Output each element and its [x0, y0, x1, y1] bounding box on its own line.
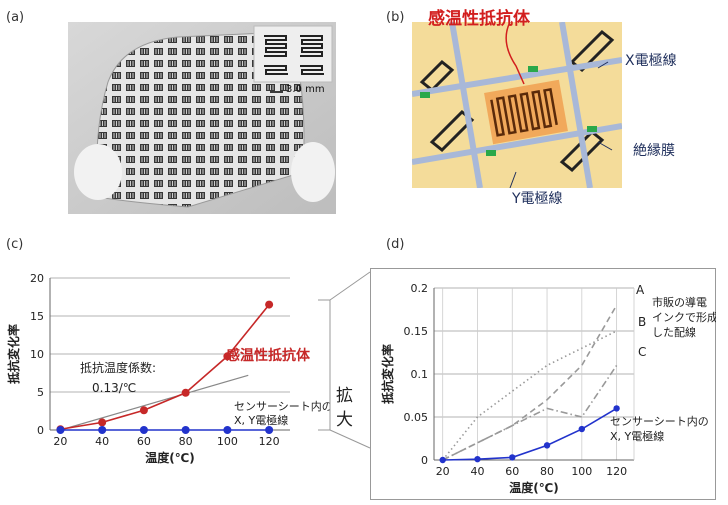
data-point	[139, 406, 148, 415]
commercial-label-3: した配線	[652, 325, 696, 339]
data-point	[98, 426, 107, 434]
series-label-a: A	[636, 283, 645, 297]
x-tick-label: 80	[179, 435, 193, 448]
data-point	[474, 455, 481, 463]
y-tick-label: 0	[37, 424, 44, 437]
data-point	[98, 418, 107, 427]
y-tick-label: 0	[421, 454, 428, 467]
data-point	[543, 442, 551, 449]
coefficient-label: 抵抗温度係数:	[80, 360, 156, 375]
sensor-structure-illustration	[411, 21, 623, 189]
panel-label-d: (d)	[386, 237, 405, 252]
series-line-1	[442, 330, 617, 461]
chart-d-frame	[370, 268, 716, 500]
coefficient-value: 0.13/℃	[92, 381, 136, 395]
series-line-0	[60, 304, 270, 431]
x-tick-label: 100	[571, 465, 592, 478]
x-tick-label: 100	[217, 435, 238, 448]
panel-label-b: (b)	[386, 10, 405, 25]
x-axis-label: 温度(℃)	[509, 480, 559, 495]
y-tick-label: 0.15	[404, 325, 429, 338]
electrode-series-label-2: X, Y電極線	[610, 429, 664, 443]
data-point	[223, 352, 232, 361]
y-tick-label: 15	[30, 310, 44, 323]
sensor-sheet-illustration	[68, 22, 336, 214]
electrode-series-label-2: X, Y電極線	[234, 413, 288, 427]
y-tick-label: 0.05	[404, 411, 429, 424]
expand-label: 拡 大	[336, 386, 353, 430]
resistor-title: 感温性抵抗体	[428, 9, 530, 29]
commercial-label-1: 市販の導電	[652, 295, 707, 309]
x-tick-label: 60	[505, 465, 519, 478]
y-tick-label: 20	[30, 272, 44, 285]
series-line-2	[442, 364, 618, 461]
electrode-series-label-1: センサーシート内の	[234, 399, 330, 413]
y-tick-label: 10	[30, 348, 44, 361]
y-tick-label: 5	[37, 386, 44, 399]
x-tick-label: 80	[540, 465, 554, 478]
series-label-b: B	[638, 315, 646, 329]
panel-label-a: (a)	[6, 10, 25, 25]
series-label-c: C	[638, 345, 646, 359]
y-tick-label: 0.1	[411, 368, 429, 381]
x-tick-label: 120	[259, 435, 280, 448]
resistor-series-label: 感温性抵抗体	[226, 347, 311, 364]
x-tick-label: 20	[53, 435, 67, 448]
sensor-structure-diagram	[411, 21, 623, 189]
data-point	[181, 388, 190, 397]
series-line-3	[442, 407, 618, 461]
commercial-label-2: インクで形成	[652, 311, 716, 324]
expand-bracket	[318, 271, 371, 449]
x-axis-label: 温度(℃)	[145, 450, 195, 465]
data-point	[56, 426, 65, 434]
panel-label-c: (c)	[6, 237, 24, 252]
data-point	[439, 456, 446, 464]
electrode-series-label-1: センサーシート内の	[610, 414, 709, 428]
y-tick-label: 0.2	[411, 282, 429, 295]
data-point	[265, 426, 274, 434]
data-point	[613, 405, 620, 412]
data-point	[139, 426, 148, 434]
x-electrode-label: X電極線	[625, 53, 677, 69]
sensor-sheet-photo: 3.0 mm	[68, 22, 336, 214]
data-point	[578, 425, 586, 433]
data-point	[509, 454, 516, 461]
x-tick-label: 40	[95, 435, 109, 448]
x-tick-label: 40	[470, 465, 484, 478]
x-tick-label: 20	[436, 465, 450, 478]
x-tick-label: 120	[606, 465, 627, 478]
series-line-0	[442, 304, 618, 461]
data-point	[265, 300, 274, 309]
chart-d: 0 0.05 0.1 0.15 0.2 20 40 60 80 100 120 温度(℃) 抵抗変化率 A…	[380, 282, 716, 495]
y-electrode-label: Y電極線	[512, 191, 563, 207]
scale-bar-label: 3.0 mm	[286, 84, 325, 95]
y-axis-label: 抵抗変化率	[380, 344, 395, 404]
data-point	[223, 426, 232, 434]
fit-line	[60, 374, 249, 431]
x-tick-label: 60	[137, 435, 151, 448]
y-axis-label: 抵抗変化率	[6, 324, 21, 384]
data-point	[181, 426, 190, 434]
chart-c: 0 5 10 15 20 20 40 60 80 100 120 温度(℃) 抵抗変化率抵抗温度係数: 0…	[6, 272, 330, 465]
insulation-label: 絶縁膜	[633, 143, 675, 159]
